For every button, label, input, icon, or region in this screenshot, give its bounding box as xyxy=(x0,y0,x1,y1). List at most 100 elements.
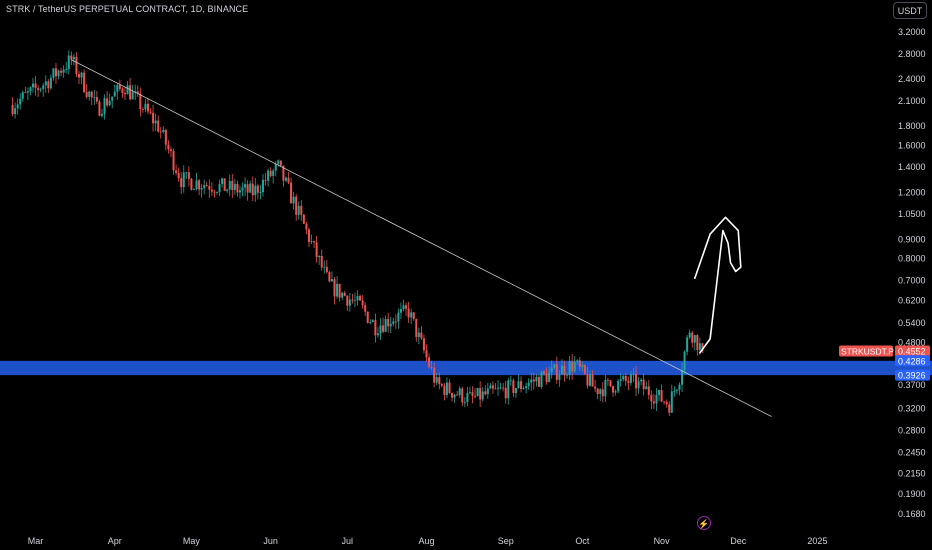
candle-body xyxy=(259,192,262,193)
candle-body xyxy=(571,361,574,372)
x-tick-label: May xyxy=(183,536,201,546)
x-tick-label: Nov xyxy=(654,536,671,546)
candle-body xyxy=(568,361,571,375)
candle-body xyxy=(154,120,157,124)
candle-body xyxy=(420,332,423,339)
candle-body xyxy=(435,377,438,383)
candle-body xyxy=(422,338,425,351)
candle-body xyxy=(251,183,254,196)
candle-body xyxy=(236,183,239,193)
candle-body xyxy=(39,88,42,90)
candle-body xyxy=(438,377,441,385)
candle-body xyxy=(548,372,551,383)
candle-body xyxy=(19,98,22,105)
candle-body xyxy=(635,373,638,389)
y-tick-label: 0.2450 xyxy=(898,447,926,457)
candle-body xyxy=(21,92,24,99)
candle-body xyxy=(535,377,538,382)
candle-body xyxy=(205,185,208,187)
candle-body xyxy=(407,308,410,318)
candle-body xyxy=(131,91,134,100)
candle-body xyxy=(215,192,218,193)
currency-button[interactable]: USDT xyxy=(893,2,927,19)
candle-body xyxy=(686,337,689,352)
candle-body xyxy=(609,380,612,387)
candle-body xyxy=(348,299,351,306)
candle-body xyxy=(192,188,195,190)
candle-body xyxy=(315,242,318,258)
last-price-tag-value: 0.4552 xyxy=(898,346,926,356)
y-tick-label: 0.7000 xyxy=(898,276,926,286)
candle-body xyxy=(254,185,257,196)
candle-body xyxy=(169,149,172,152)
candle-body xyxy=(175,170,178,173)
candle-body xyxy=(491,385,494,389)
candle-body xyxy=(62,69,65,73)
candle-body xyxy=(629,374,632,383)
candle-body xyxy=(167,144,170,150)
candle-body xyxy=(292,196,295,204)
candle-body xyxy=(591,374,594,387)
candle-body xyxy=(581,365,584,367)
candle-body xyxy=(351,299,354,301)
candle-body xyxy=(594,386,597,389)
candle-body xyxy=(522,388,525,390)
candle-body xyxy=(49,77,52,89)
candle-body xyxy=(389,323,392,327)
candle-body xyxy=(369,321,372,323)
candle-body xyxy=(313,241,316,243)
candle-body xyxy=(218,183,221,193)
candle-body xyxy=(65,69,68,70)
candle-body xyxy=(149,111,152,113)
zone-high-tag-value: 0.4286 xyxy=(898,356,926,366)
candle-body xyxy=(172,151,175,171)
candle-body xyxy=(356,295,359,301)
candle-body xyxy=(26,91,29,93)
lightning-icon[interactable]: ⚡ xyxy=(697,516,711,530)
candle-body xyxy=(164,130,167,145)
candle-body xyxy=(323,266,326,268)
candle-body xyxy=(129,85,132,100)
candle-body xyxy=(681,370,684,385)
candle-body xyxy=(141,109,144,110)
candle-body xyxy=(24,92,27,94)
candle-body xyxy=(146,103,149,112)
candle-body xyxy=(231,180,234,190)
candle-body xyxy=(103,98,106,114)
candle-body xyxy=(42,85,45,89)
candle-body xyxy=(256,185,259,193)
candle-body xyxy=(537,377,540,387)
candle-body xyxy=(159,131,162,133)
candle-body xyxy=(95,97,98,102)
candle-body xyxy=(233,183,236,190)
candle-body xyxy=(47,81,50,89)
candle-body xyxy=(468,392,471,394)
candle-body xyxy=(139,93,142,110)
projection-drawing xyxy=(694,216,742,354)
candle-body xyxy=(374,320,377,336)
candle-body xyxy=(683,351,686,371)
candle-body xyxy=(37,87,40,90)
candle-body xyxy=(123,93,126,95)
candle-body xyxy=(118,85,121,89)
candle-body xyxy=(392,321,395,324)
candle-body xyxy=(663,401,666,403)
candle-body xyxy=(696,335,699,350)
candle-body xyxy=(550,367,553,373)
candle-body xyxy=(113,91,116,97)
candle-body xyxy=(474,395,477,397)
candle-body xyxy=(244,184,247,188)
candle-body xyxy=(198,180,201,190)
candle-body xyxy=(297,205,300,215)
candle-body xyxy=(655,395,658,404)
candle-body xyxy=(279,160,282,166)
y-tick-label: 2.8000 xyxy=(898,49,926,59)
candle-body xyxy=(563,365,566,376)
x-tick-label: Apr xyxy=(108,536,122,546)
candle-body xyxy=(325,266,328,273)
candle-body xyxy=(300,205,303,215)
zone-low-tag xyxy=(895,369,930,381)
candle-body xyxy=(152,112,155,124)
candle-body xyxy=(417,332,420,337)
